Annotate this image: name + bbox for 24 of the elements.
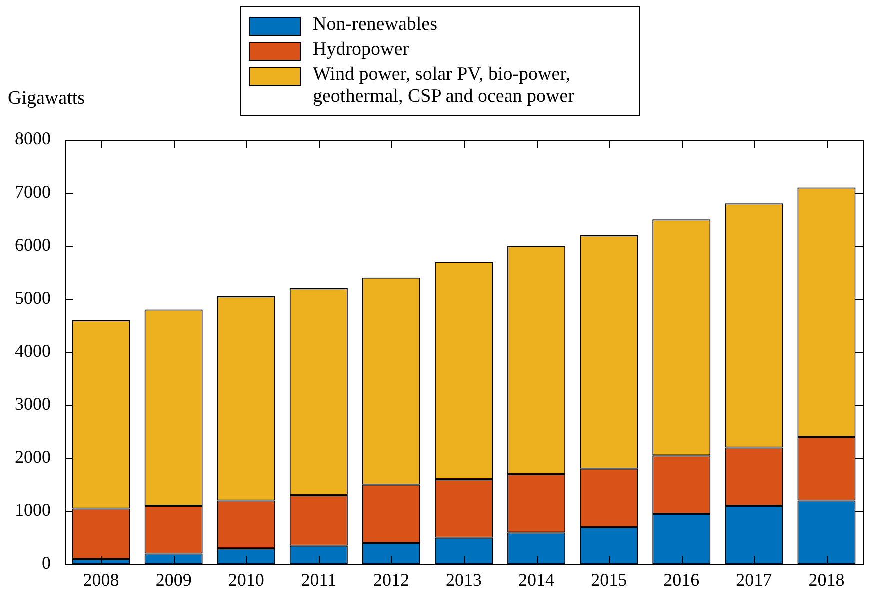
x-tick-label: 2009 — [156, 570, 192, 590]
x-tick-label: 2008 — [83, 570, 120, 590]
x-tick-label: 2010 — [228, 570, 264, 590]
y-tick-label: 8000 — [15, 128, 51, 149]
y-axis-title: Gigawatts — [8, 88, 86, 110]
y-tick-label: 7000 — [15, 182, 51, 202]
y-tick-label: 5000 — [15, 288, 51, 308]
x-tick-label: 2015 — [591, 570, 628, 590]
y-tick-label: 1000 — [15, 500, 51, 520]
legend-label: Hydropower — [313, 39, 410, 61]
x-tick-label: 2017 — [736, 570, 772, 590]
y-tick-label: 3000 — [15, 394, 51, 414]
y-tick-label: 2000 — [15, 447, 51, 468]
y-tick-label: 4000 — [15, 340, 51, 361]
x-tick-label: 2013 — [446, 570, 482, 590]
x-tick-label: 2016 — [664, 570, 700, 590]
x-tick-label: 2014 — [518, 570, 555, 590]
x-tick-label: 2011 — [301, 570, 337, 590]
y-tick-label: 6000 — [15, 234, 51, 255]
y-tick-label: 0 — [42, 553, 51, 574]
legend-label: Wind power, solar PV, bio-power, geothermal, CSP and ocean power — [313, 64, 576, 108]
x-tick-label: 2012 — [373, 570, 410, 590]
x-tick-label: 2018 — [808, 570, 845, 590]
legend-label: Non-renewables — [313, 14, 438, 36]
